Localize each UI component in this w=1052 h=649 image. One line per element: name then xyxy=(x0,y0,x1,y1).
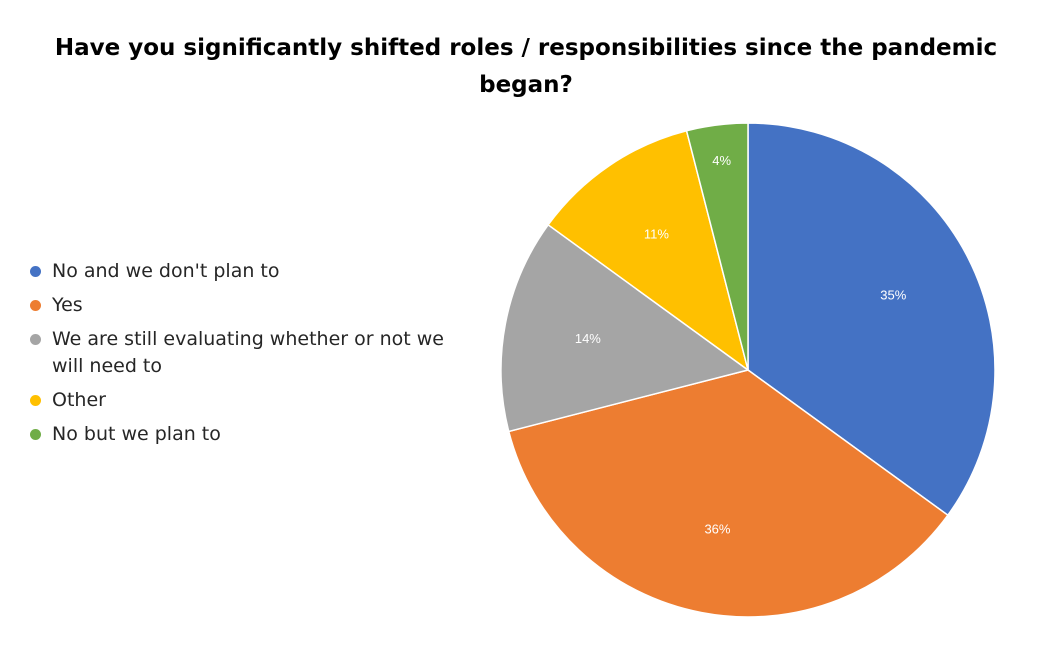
legend-marker xyxy=(30,300,41,311)
data-label-yes: 36% xyxy=(704,522,730,537)
legend-marker xyxy=(30,334,41,345)
pie-slice-no-but-plan xyxy=(685,122,749,371)
legend-item-no-dont-plan: No and we don't plan to xyxy=(30,258,470,285)
pie-slice-no-dont-plan xyxy=(747,122,996,517)
data-label-no-but-plan: 4% xyxy=(712,153,731,168)
legend-label: We are still evaluating whether or not w… xyxy=(52,328,444,377)
pie-slices xyxy=(500,122,996,618)
chart-title: Have you significantly shifted roles / r… xyxy=(54,35,998,98)
legend-item-yes: Yes xyxy=(30,292,470,319)
legend-label: Yes xyxy=(52,294,83,316)
legend-marker xyxy=(30,429,41,440)
legend-label: Other xyxy=(52,389,106,411)
legend-label: No and we don't plan to xyxy=(52,260,280,282)
pie-slice-other xyxy=(547,129,750,372)
pie-slice-still-evaluating xyxy=(500,223,750,433)
data-label-no-dont-plan: 35% xyxy=(880,287,906,302)
legend-label: No but we plan to xyxy=(52,423,221,445)
legend-marker xyxy=(30,266,41,277)
legend-item-other: Other xyxy=(30,387,470,414)
pie-slice-yes xyxy=(507,369,949,618)
legend-item-no-but-plan: No but we plan to xyxy=(30,421,470,448)
legend: No and we don't plan to Yes We are still… xyxy=(30,258,470,455)
legend-marker xyxy=(30,395,41,406)
data-label-other: 11% xyxy=(644,227,669,242)
legend-item-still-evaluating: We are still evaluating whether or not w… xyxy=(30,326,470,380)
data-label-still-evaluating: 14% xyxy=(575,331,601,346)
pie-data-labels: 35% 36% 14% 11% 4% xyxy=(575,153,907,536)
